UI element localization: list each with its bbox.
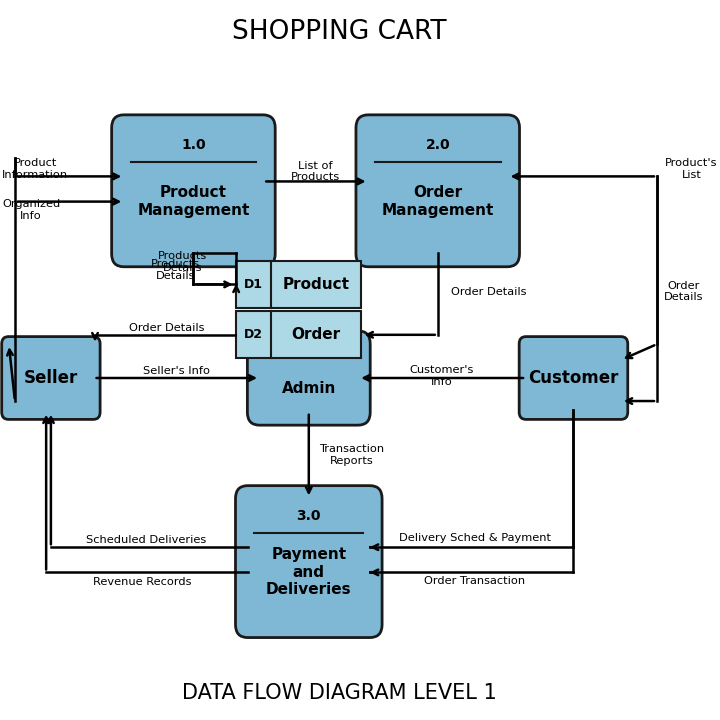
Text: 1.0: 1.0 bbox=[181, 138, 206, 152]
Text: Customer's
Info: Customer's Info bbox=[410, 365, 474, 387]
Text: Product
Management: Product Management bbox=[138, 186, 250, 218]
Text: Payment
and
Deliveries: Payment and Deliveries bbox=[266, 547, 351, 598]
Text: Customer: Customer bbox=[528, 369, 618, 387]
Text: Order: Order bbox=[292, 328, 341, 342]
Text: Scheduled Deliveries: Scheduled Deliveries bbox=[86, 535, 206, 545]
Text: Transaction
Reports: Transaction Reports bbox=[319, 444, 384, 466]
FancyBboxPatch shape bbox=[356, 115, 520, 267]
Text: Products
Details: Products Details bbox=[158, 251, 207, 273]
Text: 2.0: 2.0 bbox=[426, 138, 450, 152]
Text: Seller's Info: Seller's Info bbox=[143, 366, 210, 376]
Text: Order Details: Order Details bbox=[129, 323, 204, 333]
Text: Order
Details: Order Details bbox=[664, 281, 703, 302]
Text: Order Transaction: Order Transaction bbox=[425, 576, 526, 586]
Text: SHOPPING CART: SHOPPING CART bbox=[232, 19, 446, 45]
Text: Order Details: Order Details bbox=[451, 287, 527, 297]
Text: Organized
Info: Organized Info bbox=[2, 199, 60, 221]
FancyBboxPatch shape bbox=[248, 331, 370, 425]
Text: Product
Information: Product Information bbox=[2, 158, 68, 180]
Bar bbox=[236, 261, 361, 308]
Text: Admin: Admin bbox=[282, 382, 336, 396]
FancyBboxPatch shape bbox=[1, 337, 100, 419]
Text: Order
Management: Order Management bbox=[382, 186, 494, 218]
Text: Products
Details: Products Details bbox=[151, 259, 200, 281]
Text: Product's
List: Product's List bbox=[665, 158, 718, 180]
FancyBboxPatch shape bbox=[112, 115, 275, 267]
Text: 3.0: 3.0 bbox=[297, 509, 321, 523]
Text: Revenue Records: Revenue Records bbox=[94, 577, 192, 587]
Text: Seller: Seller bbox=[24, 369, 78, 387]
Text: D1: D1 bbox=[244, 278, 263, 291]
Text: DATA FLOW DIAGRAM LEVEL 1: DATA FLOW DIAGRAM LEVEL 1 bbox=[182, 683, 497, 703]
Text: Delivery Sched & Payment: Delivery Sched & Payment bbox=[399, 533, 551, 543]
Text: Product: Product bbox=[283, 277, 350, 292]
Text: List of
Products: List of Products bbox=[291, 161, 341, 182]
FancyBboxPatch shape bbox=[235, 485, 382, 638]
FancyBboxPatch shape bbox=[519, 337, 628, 419]
Text: D2: D2 bbox=[244, 328, 263, 341]
Bar bbox=[236, 311, 361, 358]
